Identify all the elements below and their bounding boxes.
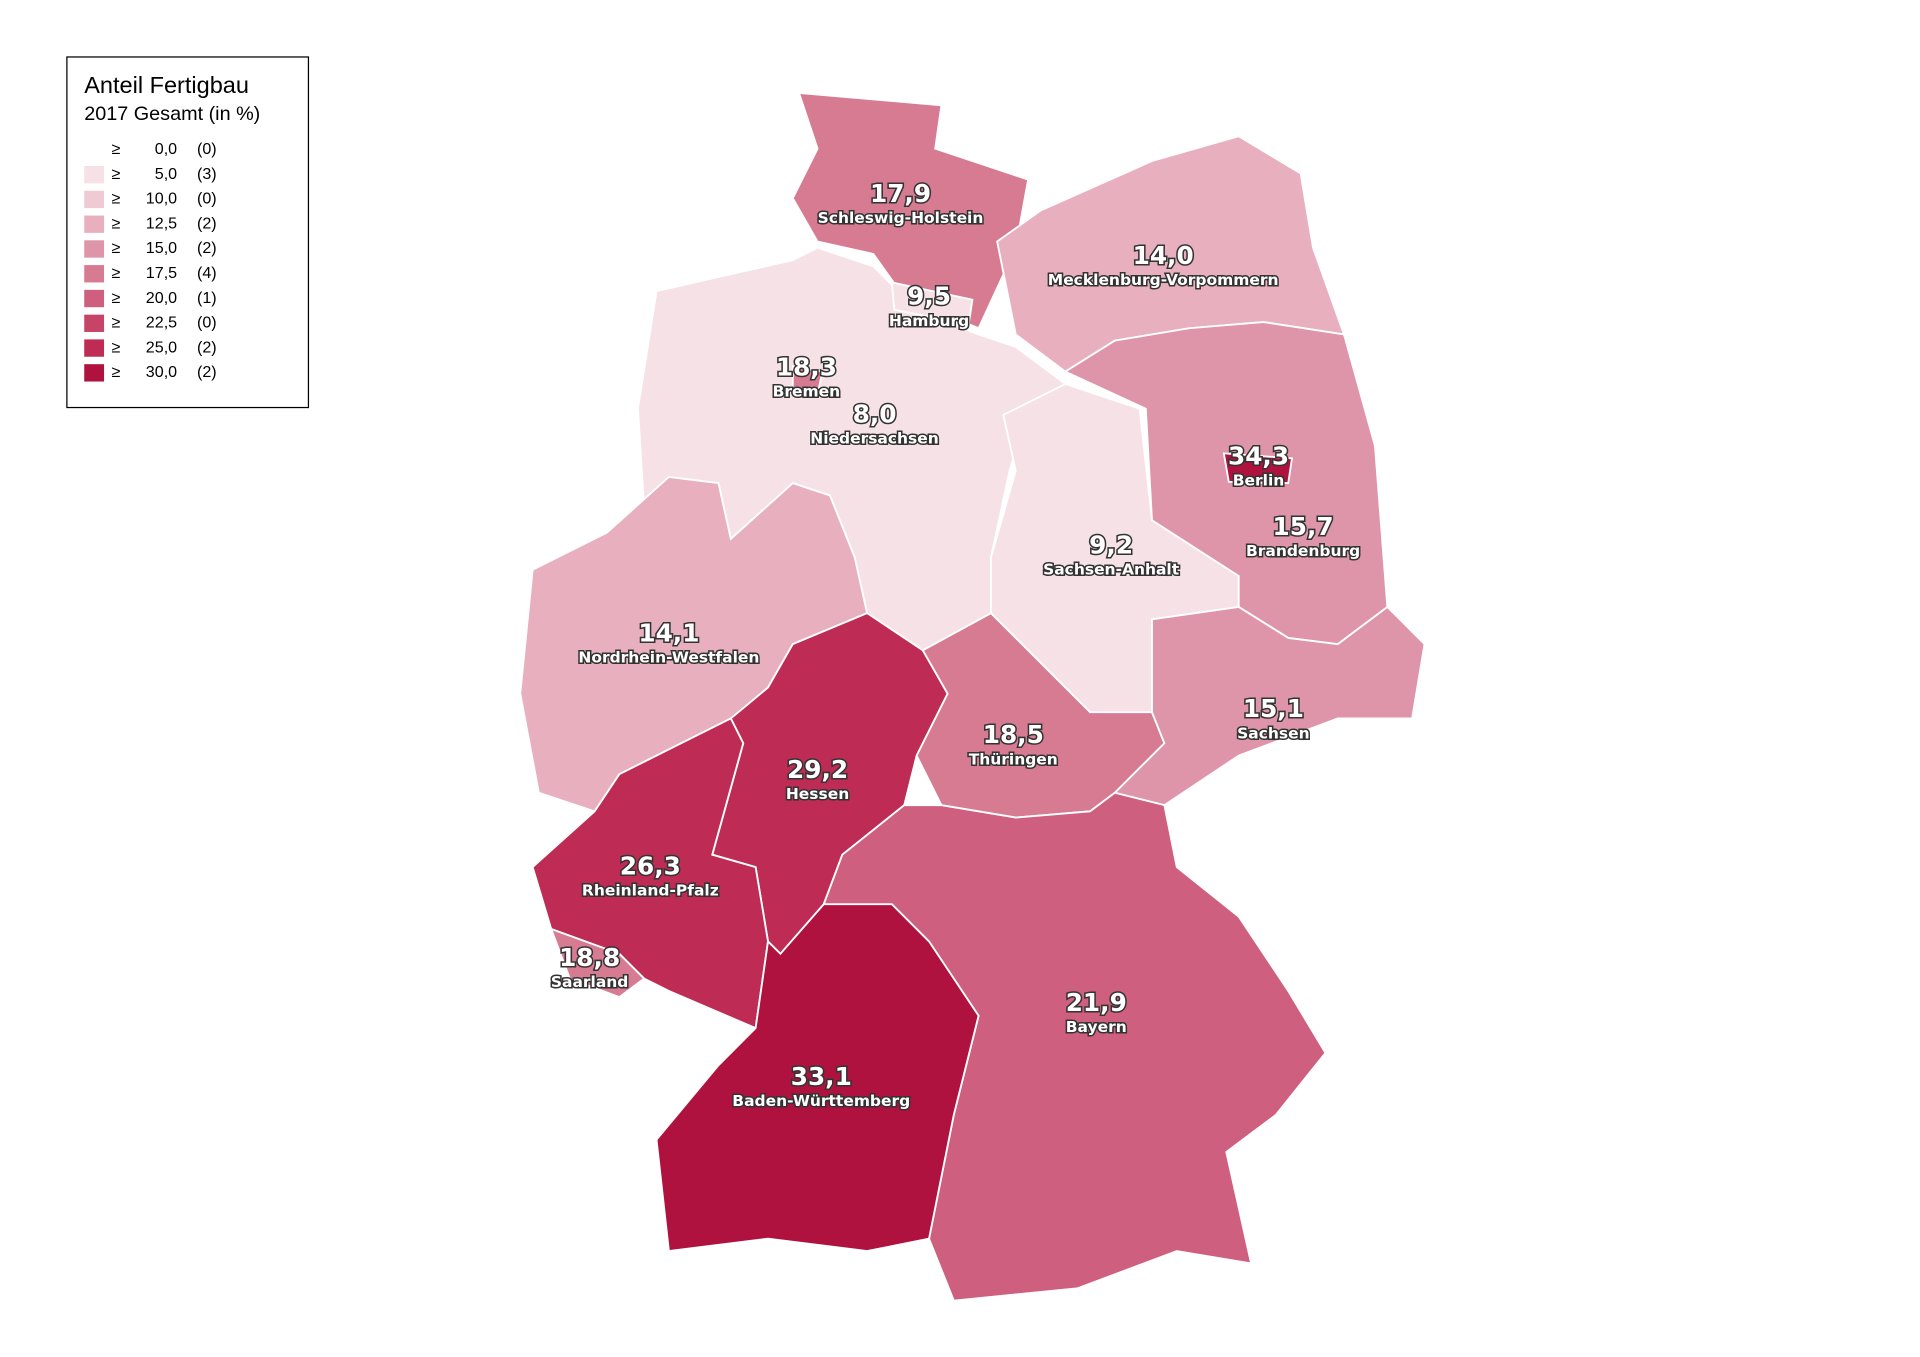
region-name: Baden-Württemberg [732, 1092, 910, 1110]
legend-threshold: 30,0 [146, 363, 177, 381]
legend-threshold: 25,0 [146, 338, 177, 356]
legend-count: (1) [197, 289, 217, 307]
region-name: Saarland [551, 973, 628, 991]
region-name: Brandenburg [1246, 542, 1360, 560]
region [890, 281, 974, 326]
legend-symbol: ≥ [111, 214, 120, 232]
legend-symbol: ≥ [111, 289, 120, 307]
legend-swatch [84, 165, 105, 184]
legend: ≥0,0 (0) ≥ 5,0 (3) ≥ 10,0 (0) ≥ 12,5 (2) ≥ 15,0 (2) ≥ 1… [84, 140, 217, 382]
region-value: 18,3 [776, 352, 837, 381]
legend-subtitle: 2017 Gesamt (in %) [84, 103, 260, 125]
legend-threshold: 0,0 [155, 140, 177, 158]
region-name: Mecklenburg-Vorpommern [1048, 271, 1279, 289]
legend-symbol: ≥ [111, 338, 120, 356]
legend-count: (4) [197, 264, 217, 282]
region-value: 33,1 [791, 1062, 852, 1091]
legend-symbol: ≥ [111, 140, 120, 158]
region-value: 14,0 [1133, 241, 1194, 270]
region-name: Thüringen [969, 750, 1058, 768]
region-value: 14,1 [638, 619, 699, 648]
region [791, 365, 824, 395]
region-name: Rheinland-Pfalz [582, 882, 719, 900]
legend-symbol: ≥ [111, 190, 120, 208]
legend-symbol: ≥ [111, 363, 120, 381]
region-value: 15,1 [1243, 694, 1304, 723]
region-name: Hamburg [889, 312, 969, 330]
legend-swatch [84, 314, 105, 332]
region-name: Bayern [1066, 1018, 1127, 1036]
legend-threshold: 22,5 [146, 314, 177, 332]
legend-swatch [84, 364, 105, 382]
region [1113, 605, 1426, 807]
legend-count: (2) [197, 214, 217, 232]
region-value: 9,2 [1089, 531, 1133, 560]
legend-symbol: ≥ [111, 314, 120, 332]
legend-threshold: 17,5 [146, 264, 177, 282]
region-value: 26,3 [620, 852, 681, 881]
region-value: 9,5 [907, 282, 951, 311]
legend-box [66, 56, 310, 409]
legend-count: (3) [197, 165, 217, 183]
region-value: 29,2 [787, 755, 848, 784]
regions [519, 91, 1426, 1302]
legend-swatch [84, 339, 105, 357]
legend-count: (2) [197, 363, 217, 381]
region-value: 15,7 [1273, 512, 1334, 541]
region-value: 18,5 [983, 720, 1044, 749]
legend-threshold: 20,0 [146, 289, 177, 307]
legend-count: (0) [197, 314, 217, 332]
region-value: 18,8 [559, 943, 620, 972]
legend-swatch [84, 190, 105, 209]
region [549, 927, 646, 999]
region-value: 21,9 [1066, 988, 1127, 1017]
region-name: Schleswig-Holstein [818, 209, 984, 227]
region [655, 903, 980, 1253]
legend-swatch [84, 265, 105, 283]
legend-symbol: ≥ [111, 165, 120, 183]
legend-swatch [84, 141, 105, 159]
legend-symbol: ≥ [111, 264, 120, 282]
legend-threshold: 15,0 [146, 239, 177, 257]
region-name: Sachsen-Anhalt [1043, 561, 1180, 579]
region-name: Sachsen [1237, 724, 1309, 742]
legend-threshold: 10,0 [146, 190, 177, 208]
region-name: Niedersachsen [810, 429, 938, 447]
legend-count: (0) [197, 190, 217, 208]
region-value: 8,0 [853, 399, 897, 428]
region-name: Hessen [786, 785, 849, 803]
legend-count: (0) [197, 140, 217, 158]
legend-title: Anteil Fertigbau [84, 72, 249, 98]
legend-swatch [84, 215, 105, 233]
legend-count: (2) [197, 338, 217, 356]
legend-threshold: 5,0 [155, 165, 177, 183]
legend-swatch [84, 240, 105, 258]
legend-swatch [84, 289, 105, 308]
legend-count: (2) [197, 239, 217, 257]
region-name: Berlin [1233, 472, 1285, 490]
region [1222, 452, 1294, 485]
region-value: 34,3 [1228, 442, 1289, 471]
region-name: Nordrhein-Westfalen [578, 649, 759, 667]
region-name: Bremen [773, 382, 841, 400]
region-value: 17,9 [870, 179, 931, 208]
legend-threshold: 12,5 [146, 214, 177, 232]
legend-symbol: ≥ [111, 239, 120, 257]
